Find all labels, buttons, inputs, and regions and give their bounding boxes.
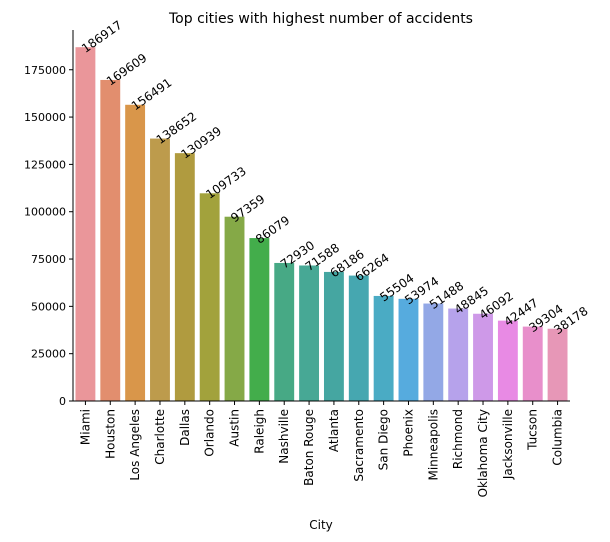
x-axis: Miami Houston Los Angeles Charlotte Dallas Or… bbox=[78, 401, 565, 497]
bar bbox=[199, 193, 220, 401]
x-tick-label: Dallas bbox=[178, 409, 192, 446]
x-tick-label: Richmond bbox=[451, 409, 465, 469]
bar bbox=[249, 238, 270, 401]
bar bbox=[174, 153, 195, 401]
x-tick-label: Atlanta bbox=[327, 409, 341, 452]
x-tick-label: Sacramento bbox=[352, 409, 366, 482]
data-label: 97359 bbox=[228, 192, 267, 225]
bar bbox=[448, 308, 469, 401]
bar bbox=[547, 328, 568, 401]
x-tick-label: Orlando bbox=[203, 409, 217, 457]
x-axis-label: City bbox=[309, 518, 333, 532]
bar bbox=[373, 295, 394, 401]
x-tick-label: Oklahoma City bbox=[476, 409, 490, 497]
x-tick-label: Raleigh bbox=[252, 409, 266, 454]
y-axis: 0 25000 50000 75000 100000 125000 150000 175000 bbox=[24, 64, 73, 408]
bar bbox=[398, 298, 419, 401]
x-tick-label: Los Angeles bbox=[128, 409, 142, 481]
x-tick-label: Phoenix bbox=[401, 409, 415, 457]
x-tick-label: Nashville bbox=[277, 409, 291, 464]
x-tick-label: Baton Rouge bbox=[302, 409, 316, 486]
bar bbox=[274, 262, 295, 401]
data-label: 109733 bbox=[203, 164, 249, 202]
y-tick-label: 50000 bbox=[31, 300, 66, 313]
bar bbox=[323, 271, 344, 401]
y-tick-label: 125000 bbox=[24, 158, 66, 171]
x-tick-label: Columbia bbox=[551, 409, 565, 466]
bar bbox=[224, 216, 245, 401]
bars bbox=[75, 47, 568, 402]
bar bbox=[497, 320, 518, 401]
bar bbox=[75, 47, 96, 402]
y-tick-label: 0 bbox=[59, 395, 66, 408]
bar bbox=[423, 303, 444, 401]
bar bbox=[150, 138, 170, 401]
bar bbox=[299, 265, 320, 401]
y-tick-label: 100000 bbox=[24, 206, 66, 219]
y-tick-label: 25000 bbox=[31, 348, 66, 361]
bar bbox=[125, 104, 146, 402]
bar bbox=[473, 313, 493, 401]
data-label: 186917 bbox=[79, 18, 125, 56]
x-tick-label: Austin bbox=[228, 409, 242, 447]
x-tick-label: Minneapolis bbox=[426, 409, 440, 481]
x-tick-label: Tucson bbox=[526, 409, 540, 451]
x-tick-label: Miami bbox=[78, 409, 92, 445]
bar bbox=[522, 326, 543, 401]
data-label: 156491 bbox=[129, 75, 175, 113]
x-tick-label: Jacksonville bbox=[501, 409, 515, 480]
y-tick-label: 75000 bbox=[31, 253, 66, 266]
x-tick-label: Houston bbox=[103, 409, 117, 459]
x-tick-label: San Diego bbox=[377, 409, 391, 470]
y-tick-label: 175000 bbox=[24, 64, 66, 77]
bar bbox=[348, 275, 369, 401]
data-label: 86079 bbox=[253, 213, 292, 246]
x-tick-label: Charlotte bbox=[153, 409, 167, 465]
bar bbox=[100, 79, 121, 401]
chart-title: Top cities with highest number of accide… bbox=[168, 11, 473, 27]
y-tick-label: 150000 bbox=[24, 111, 66, 124]
data-label: 169609 bbox=[104, 51, 150, 89]
